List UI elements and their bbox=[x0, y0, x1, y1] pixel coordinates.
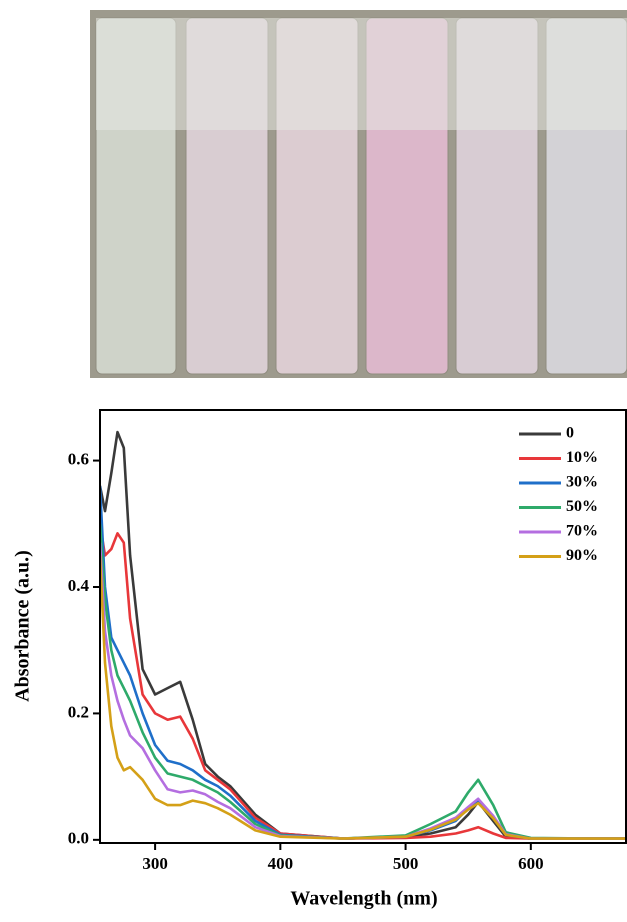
x-tick-label: 300 bbox=[142, 854, 168, 873]
series-line bbox=[100, 485, 626, 840]
series-line bbox=[100, 523, 626, 840]
cuvette-photo bbox=[90, 10, 627, 378]
series-line bbox=[100, 430, 626, 840]
chart: Absorbance (a.u.) Wavelength (nm) 0.0 0.2… bbox=[12, 409, 627, 910]
series-line bbox=[100, 523, 626, 840]
plot-frame bbox=[99, 409, 627, 844]
x-tick-label: 400 bbox=[268, 854, 294, 873]
series-line bbox=[100, 542, 626, 840]
y-tick-label: 0.0 bbox=[68, 829, 89, 848]
y-tick-label: 0.4 bbox=[68, 576, 90, 595]
x-axis-title: Wavelength (nm) bbox=[290, 888, 437, 910]
legend-label: 70% bbox=[566, 523, 598, 540]
legend-label: 10% bbox=[566, 449, 598, 466]
y-tick-label: 0.2 bbox=[68, 702, 89, 721]
x-tick-label: 600 bbox=[518, 854, 544, 873]
legend-label: 50% bbox=[566, 498, 598, 515]
legend-label: 30% bbox=[566, 474, 598, 491]
y-axis-title: Absorbance (a.u.) bbox=[12, 550, 34, 702]
y-tick-label: 0.6 bbox=[68, 449, 89, 468]
cuvette-tops bbox=[96, 18, 627, 130]
legend-label: 0 bbox=[566, 425, 574, 442]
series-line bbox=[100, 555, 626, 840]
x-tick-label: 500 bbox=[393, 854, 419, 873]
legend-label: 90% bbox=[566, 547, 598, 564]
